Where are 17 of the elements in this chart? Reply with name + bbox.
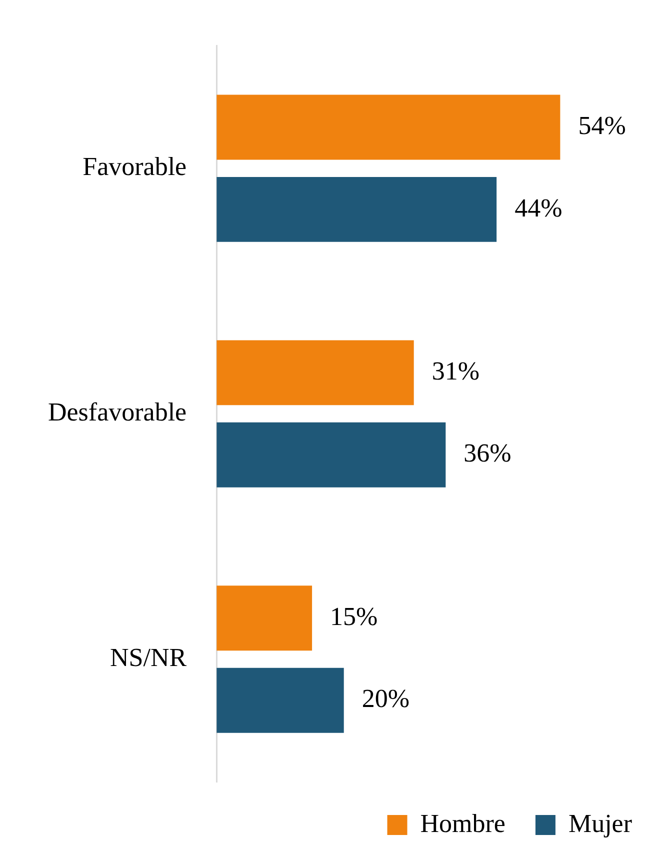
- bar: [216, 422, 446, 488]
- data-label: 20%: [362, 684, 410, 714]
- y-tick-label: Desfavorable: [48, 398, 187, 427]
- legend-label: Hombre: [420, 808, 506, 838]
- data-label: 31%: [432, 356, 480, 386]
- bar: [216, 586, 312, 651]
- bar: [216, 94, 560, 160]
- bar: [216, 176, 497, 242]
- legend-label: Mujer: [568, 808, 632, 838]
- y-tick-label: Favorable: [82, 152, 187, 182]
- data-label: 54%: [578, 111, 626, 140]
- data-label: 15%: [330, 602, 378, 631]
- data-label: 44%: [514, 193, 562, 222]
- data-label: 36%: [464, 438, 512, 468]
- bar: [216, 668, 344, 733]
- y-tick-label: NS/NR: [110, 643, 188, 672]
- bar: [216, 340, 414, 406]
